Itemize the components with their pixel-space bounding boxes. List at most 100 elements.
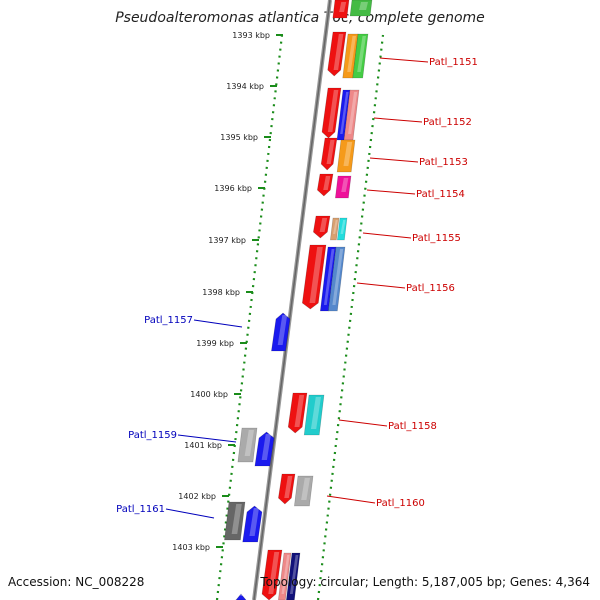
gene-block bbox=[327, 31, 347, 77]
gene-block bbox=[237, 427, 258, 463]
tick-label: 1403 kbp bbox=[172, 543, 210, 552]
gene-highlight bbox=[261, 434, 271, 460]
gene-label-forward[interactable]: Patl_1155 bbox=[412, 233, 461, 244]
gene-label-forward[interactable]: Patl_1151 bbox=[429, 57, 478, 68]
gene-arrow bbox=[327, 246, 346, 312]
gene-arrow bbox=[303, 394, 325, 436]
gene-arrow bbox=[313, 215, 331, 239]
leader-line bbox=[373, 117, 423, 123]
gene-arrow bbox=[237, 427, 258, 463]
gene-arrow bbox=[301, 244, 327, 310]
gene-highlight bbox=[301, 478, 310, 500]
leader-line bbox=[369, 157, 419, 163]
gene-arrow bbox=[336, 139, 356, 173]
gene-block bbox=[224, 501, 246, 541]
gene-arrow bbox=[332, 0, 350, 19]
gene-block bbox=[303, 394, 325, 436]
gene-highlight bbox=[333, 34, 344, 70]
gene-arrow bbox=[349, 0, 373, 17]
gene-highlight bbox=[326, 140, 335, 164]
gene-highlight bbox=[323, 249, 335, 305]
leader-line bbox=[177, 434, 237, 443]
gene-block bbox=[271, 312, 291, 352]
gene-block bbox=[337, 217, 348, 241]
gene-highlight bbox=[277, 315, 288, 345]
gene-highlight bbox=[231, 504, 242, 534]
gene-block bbox=[317, 173, 334, 197]
gene-block bbox=[327, 246, 346, 312]
gene-arrow bbox=[235, 593, 247, 600]
gene-highlight bbox=[319, 218, 328, 232]
gene-highlight bbox=[333, 220, 338, 234]
gene-block bbox=[254, 431, 275, 467]
gene-label-forward[interactable]: Patl_1158 bbox=[388, 421, 437, 432]
gene-highlight bbox=[332, 249, 344, 305]
tick-label: 1394 kbp bbox=[226, 82, 264, 91]
gene-arrow bbox=[254, 431, 275, 467]
tick-label: 1398 kbp bbox=[202, 288, 240, 297]
gene-highlight bbox=[347, 36, 356, 72]
genome-summary: Topology: circular; Length: 5,187,005 bp… bbox=[260, 575, 590, 589]
gene-block bbox=[242, 505, 263, 543]
gene-block bbox=[261, 549, 283, 600]
gene-block bbox=[278, 552, 292, 600]
gene-highlight bbox=[268, 552, 280, 594]
gene-block bbox=[235, 593, 247, 600]
tick-label: 1393 kbp bbox=[232, 31, 270, 40]
gene-block bbox=[352, 33, 369, 79]
gene-block bbox=[301, 244, 327, 310]
tick-label: 1400 kbp bbox=[190, 390, 228, 399]
gene-block bbox=[335, 175, 352, 199]
leader-line bbox=[338, 419, 388, 427]
gene-block bbox=[294, 475, 314, 507]
tick-label: 1396 kbp bbox=[214, 184, 252, 193]
gene-label-forward[interactable]: Patl_1152 bbox=[423, 117, 472, 128]
tick-label: 1402 kbp bbox=[178, 492, 216, 501]
gene-block bbox=[349, 0, 373, 17]
gene-label-forward[interactable]: Patl_1156 bbox=[406, 283, 455, 294]
gene-arrow bbox=[327, 31, 347, 77]
gene-arrow bbox=[321, 87, 342, 139]
gene-highlight bbox=[289, 555, 299, 594]
gene-arrow bbox=[317, 173, 334, 197]
leader-line bbox=[356, 282, 406, 289]
sequence-axis-core bbox=[253, 0, 331, 600]
accession-text: Accession: NC_008228 bbox=[8, 575, 145, 589]
gene-block bbox=[321, 87, 342, 139]
tick-group: 1393 kbp 1394 kbp 1395 kbp 1396 kbp 1397 kbp… bbox=[172, 31, 283, 552]
gene-highlight bbox=[284, 476, 293, 498]
gene-arrow bbox=[337, 217, 348, 241]
leader-line bbox=[366, 189, 416, 195]
gene-highlight bbox=[341, 178, 349, 192]
gene-label-forward[interactable]: Patl_1153 bbox=[419, 157, 468, 168]
gene-label-forward[interactable]: Patl_1160 bbox=[376, 498, 425, 509]
gene-highlight bbox=[281, 555, 290, 594]
gene-highlight bbox=[244, 430, 254, 456]
gene-label-forward[interactable]: Patl_1154 bbox=[416, 189, 465, 200]
gene-highlight bbox=[343, 142, 353, 166]
gene-arrow bbox=[294, 475, 314, 507]
gene-highlight bbox=[359, 2, 368, 10]
leader-line bbox=[362, 232, 412, 239]
gene-highlight bbox=[323, 176, 331, 190]
gene-highlight bbox=[239, 594, 244, 596]
gene-highlight bbox=[309, 247, 323, 303]
gene-label-reverse[interactable]: Patl_1161 bbox=[116, 504, 165, 515]
gene-arrow bbox=[286, 552, 301, 600]
gene-arrow bbox=[278, 552, 292, 600]
gene-highlight bbox=[327, 90, 339, 132]
gene-arrow bbox=[330, 217, 340, 241]
gene-label-reverse[interactable]: Patl_1157 bbox=[144, 315, 193, 326]
gene-group bbox=[224, 0, 373, 600]
gene-arrow bbox=[287, 392, 308, 434]
gene-arrow bbox=[224, 501, 246, 541]
leader-line bbox=[379, 57, 429, 63]
gene-block bbox=[336, 139, 356, 173]
gene-highlight bbox=[339, 2, 347, 12]
genome-title: Pseudoalteromonas atlantica T6c, complet… bbox=[115, 10, 485, 26]
gene-highlight bbox=[294, 395, 305, 427]
gene-block bbox=[332, 0, 350, 19]
tick-label: 1397 kbp bbox=[208, 236, 246, 245]
gene-label-reverse[interactable]: Patl_1159 bbox=[128, 430, 177, 441]
